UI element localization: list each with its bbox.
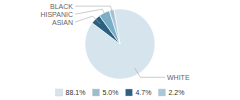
- leader-line: [75, 6, 113, 17]
- legend-item: 88.1%: [56, 89, 86, 96]
- legend-item: 4.7%: [125, 89, 151, 96]
- legend-label: 4.7%: [135, 89, 151, 96]
- legend-item: 5.0%: [92, 89, 118, 96]
- legend-label: 88.1%: [66, 89, 86, 96]
- legend-label: 5.0%: [102, 89, 118, 96]
- legend-swatch: [158, 89, 165, 96]
- leader-line: [75, 16, 100, 24]
- legend-swatch: [56, 89, 63, 96]
- pie: WHITE ASIANHISPANICBLACK: [40, 3, 189, 81]
- legend: 88.1% 5.0% 4.7% 2.2%: [56, 89, 185, 96]
- pie-slice: [85, 9, 155, 79]
- legend-item: 2.2%: [158, 89, 184, 96]
- slice-label: WHITE: [167, 74, 190, 81]
- slice-label: HISPANIC: [40, 11, 73, 18]
- leader-line: [135, 68, 165, 77]
- legend-swatch: [92, 89, 99, 96]
- slice-label: BLACK: [50, 3, 73, 10]
- slice-label: ASIAN: [52, 19, 73, 26]
- chart: WHITE ASIANHISPANICBLACK 88.1% 5.0% 4.7% 2.2%: [0, 0, 240, 100]
- leader-line: [75, 9, 107, 19]
- pie-slice: [109, 10, 120, 44]
- legend-swatch: [125, 89, 132, 96]
- legend-label: 2.2%: [168, 89, 184, 96]
